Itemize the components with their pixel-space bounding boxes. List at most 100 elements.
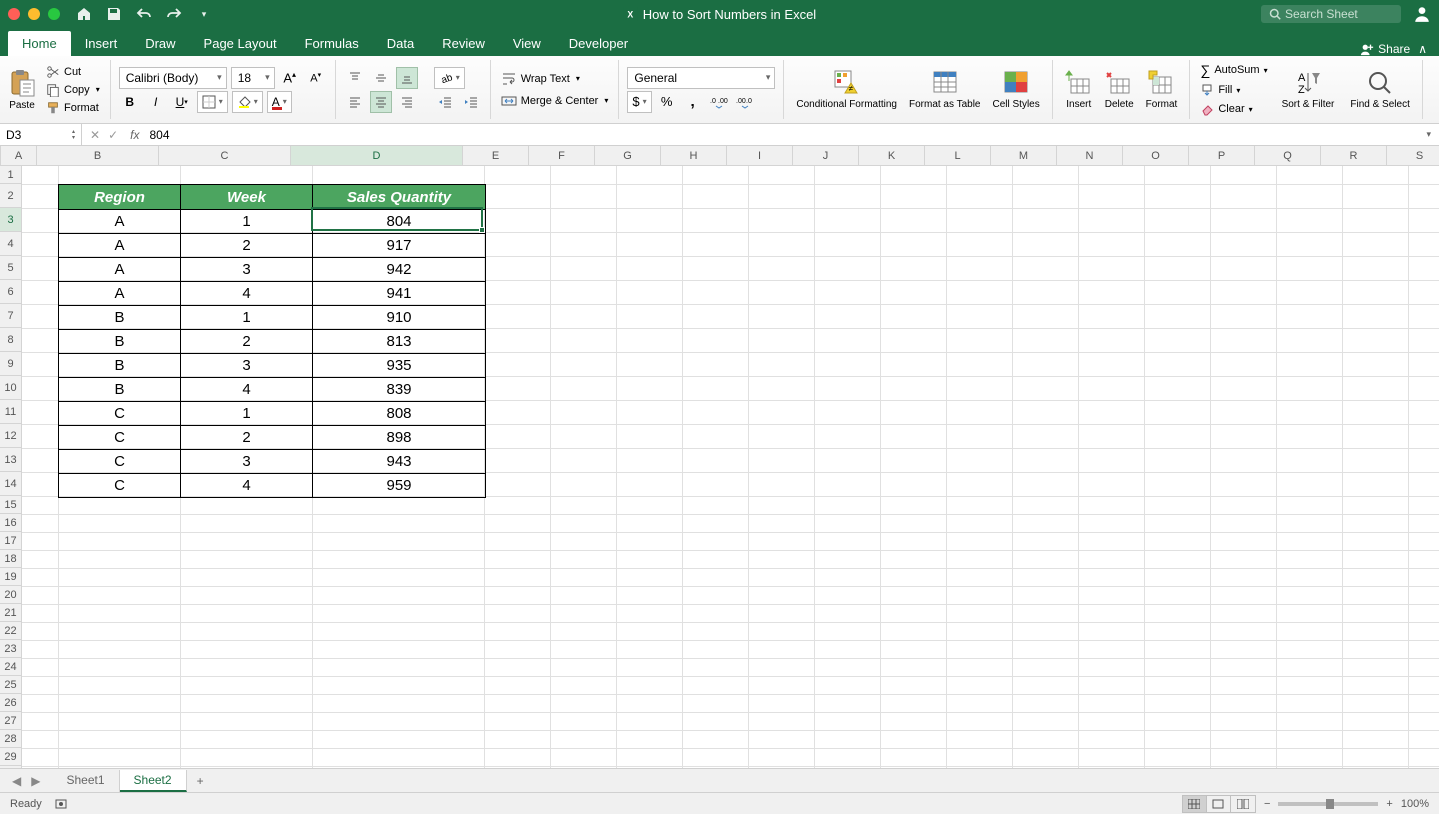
table-cell[interactable]: 959: [313, 473, 485, 497]
fx-icon[interactable]: fx: [126, 128, 143, 142]
align-left-button[interactable]: [344, 91, 366, 113]
zoom-in-button[interactable]: +: [1386, 798, 1392, 810]
format-painter-button[interactable]: Format: [44, 100, 102, 116]
row-header-13[interactable]: 13: [0, 448, 22, 472]
tab-page-layout[interactable]: Page Layout: [190, 31, 291, 56]
table-cell[interactable]: B: [59, 329, 181, 353]
table-header-cell[interactable]: Week: [181, 185, 313, 209]
row-header-10[interactable]: 10: [0, 376, 22, 400]
expand-formula-bar-button[interactable]: ▾: [1418, 129, 1439, 140]
tab-developer[interactable]: Developer: [555, 31, 642, 56]
decrease-indent-button[interactable]: [434, 91, 456, 113]
col-header-G[interactable]: G: [595, 146, 661, 165]
row-header-27[interactable]: 27: [0, 712, 22, 730]
row-header-29[interactable]: 29: [0, 748, 22, 766]
page-break-view-button[interactable]: [1231, 796, 1255, 812]
table-cell[interactable]: A: [59, 209, 181, 233]
table-cell[interactable]: B: [59, 353, 181, 377]
row-header-19[interactable]: 19: [0, 568, 22, 586]
col-header-Q[interactable]: Q: [1255, 146, 1321, 165]
cells-area[interactable]: RegionWeekSales QuantityA1804A2917A3942A…: [22, 166, 1439, 768]
row-header-6[interactable]: 6: [0, 280, 22, 304]
table-cell[interactable]: 804: [313, 209, 485, 233]
table-cell[interactable]: C: [59, 449, 181, 473]
table-cell[interactable]: 4: [181, 377, 313, 401]
add-sheet-button[interactable]: +: [187, 774, 214, 788]
table-cell[interactable]: 1: [181, 209, 313, 233]
col-header-D[interactable]: D: [291, 146, 463, 165]
table-cell[interactable]: C: [59, 425, 181, 449]
row-header-30[interactable]: 30: [0, 766, 22, 768]
conditional-formatting-button[interactable]: ≠Conditional Formatting: [792, 60, 901, 119]
align-center-button[interactable]: [370, 91, 392, 113]
increase-font-button[interactable]: A▴: [279, 67, 301, 89]
table-cell[interactable]: 935: [313, 353, 485, 377]
zoom-slider[interactable]: [1278, 802, 1378, 806]
table-cell[interactable]: 2: [181, 425, 313, 449]
row-header-8[interactable]: 8: [0, 328, 22, 352]
tab-view[interactable]: View: [499, 31, 555, 56]
sheet-tab-sheet1[interactable]: Sheet1: [52, 770, 119, 792]
table-cell[interactable]: 917: [313, 233, 485, 257]
underline-button[interactable]: U▾: [171, 91, 193, 113]
table-cell[interactable]: 910: [313, 305, 485, 329]
find-select-button[interactable]: Find & Select: [1346, 60, 1413, 119]
table-cell[interactable]: 813: [313, 329, 485, 353]
home-icon[interactable]: [76, 6, 92, 22]
col-header-F[interactable]: F: [529, 146, 595, 165]
table-cell[interactable]: 2: [181, 233, 313, 257]
sheet-nav-next[interactable]: ▶: [27, 774, 44, 788]
col-header-M[interactable]: M: [991, 146, 1057, 165]
col-header-L[interactable]: L: [925, 146, 991, 165]
row-header-16[interactable]: 16: [0, 514, 22, 532]
wrap-text-button[interactable]: Wrap Text▾: [499, 69, 611, 89]
row-header-18[interactable]: 18: [0, 550, 22, 568]
merge-center-button[interactable]: Merge & Center▾: [499, 91, 611, 111]
row-header-25[interactable]: 25: [0, 676, 22, 694]
zoom-out-button[interactable]: −: [1264, 798, 1270, 810]
row-header-23[interactable]: 23: [0, 640, 22, 658]
insert-cells-button[interactable]: Insert: [1061, 60, 1097, 119]
sort-filter-button[interactable]: AZSort & Filter: [1278, 60, 1339, 119]
search-sheet-input[interactable]: Search Sheet: [1261, 5, 1401, 23]
cut-button[interactable]: Cut: [44, 64, 102, 80]
table-cell[interactable]: 3: [181, 257, 313, 281]
tab-insert[interactable]: Insert: [71, 31, 132, 56]
redo-icon[interactable]: [166, 6, 182, 22]
tab-draw[interactable]: Draw: [131, 31, 189, 56]
col-header-N[interactable]: N: [1057, 146, 1123, 165]
maximize-window-button[interactable]: [48, 8, 60, 20]
percent-button[interactable]: %: [656, 91, 678, 113]
sheet-tab-sheet2[interactable]: Sheet2: [120, 770, 187, 792]
delete-cells-button[interactable]: Delete: [1101, 60, 1138, 119]
zoom-level[interactable]: 100%: [1401, 798, 1429, 810]
user-profile-icon[interactable]: [1413, 5, 1431, 23]
col-header-C[interactable]: C: [159, 146, 291, 165]
save-icon[interactable]: [106, 6, 122, 22]
col-header-A[interactable]: A: [1, 146, 37, 165]
row-header-2[interactable]: 2: [0, 184, 22, 208]
align-middle-button[interactable]: [370, 67, 392, 89]
autosum-button[interactable]: ∑AutoSum▾: [1198, 60, 1269, 80]
clear-button[interactable]: Clear▾: [1198, 100, 1269, 118]
minimize-window-button[interactable]: [28, 8, 40, 20]
decrease-font-button[interactable]: A▾: [305, 67, 327, 89]
table-cell[interactable]: 4: [181, 473, 313, 497]
sheet-nav-prev[interactable]: ◀: [8, 774, 25, 788]
row-header-9[interactable]: 9: [0, 352, 22, 376]
italic-button[interactable]: I: [145, 91, 167, 113]
page-layout-view-button[interactable]: [1207, 796, 1231, 812]
row-header-14[interactable]: 14: [0, 472, 22, 496]
undo-icon[interactable]: [136, 6, 152, 22]
table-cell[interactable]: 941: [313, 281, 485, 305]
font-color-button[interactable]: A: [267, 91, 292, 113]
formula-input[interactable]: 804: [143, 128, 1418, 142]
row-header-11[interactable]: 11: [0, 400, 22, 424]
row-header-21[interactable]: 21: [0, 604, 22, 622]
table-cell[interactable]: C: [59, 473, 181, 497]
row-header-4[interactable]: 4: [0, 232, 22, 256]
row-header-26[interactable]: 26: [0, 694, 22, 712]
normal-view-button[interactable]: [1183, 796, 1207, 812]
table-cell[interactable]: 898: [313, 425, 485, 449]
tab-formulas[interactable]: Formulas: [291, 31, 373, 56]
